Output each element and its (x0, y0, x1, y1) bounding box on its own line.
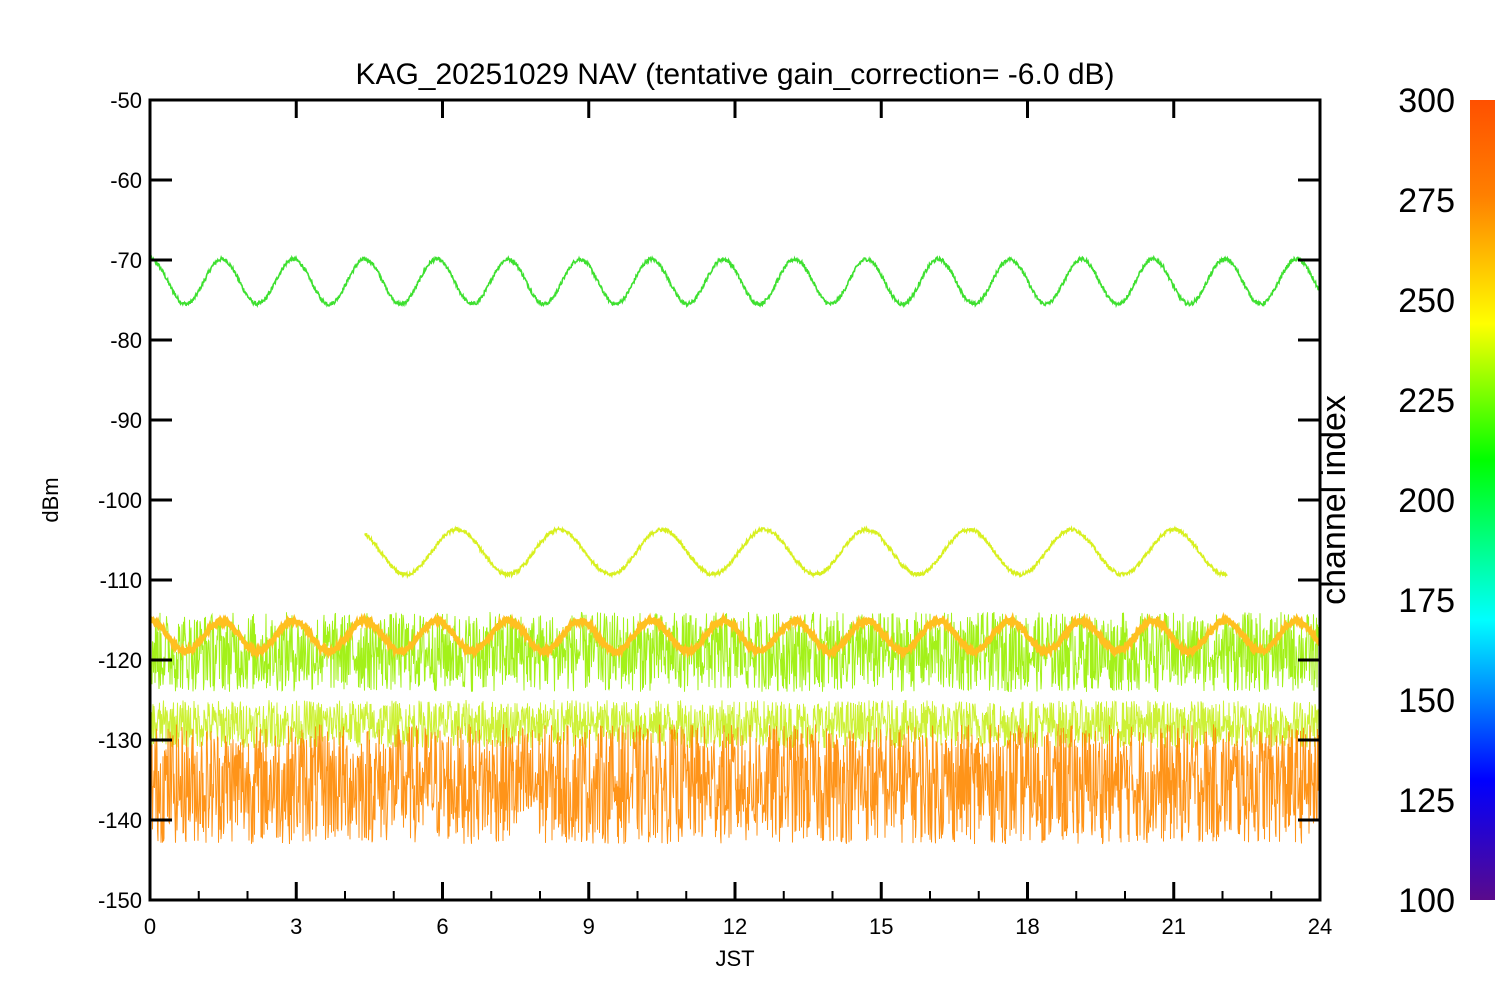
x-tick-label: 18 (1015, 914, 1039, 939)
y-tick-label: -90 (110, 408, 142, 433)
axis-ticks: 0 3 6 9 12 15 18 21 24 -50 -60 -70 -80 -90 -100 -110 -12… (98, 88, 1332, 939)
series-1 (364, 525, 1228, 580)
colorbar-tick-label: 125 (1398, 782, 1455, 820)
series-line (150, 254, 1320, 309)
series-line (150, 611, 1320, 661)
y-tick-label: -70 (110, 248, 142, 273)
colorbar (1470, 100, 1495, 900)
colorbar-tick-label: 275 (1398, 182, 1455, 220)
series-noise (150, 699, 1320, 749)
y-tick-label: -140 (98, 808, 142, 833)
x-tick-label: 24 (1308, 914, 1332, 939)
y-tick-label: -60 (110, 168, 142, 193)
series-5 (150, 723, 1320, 845)
x-axis-title: JST (715, 946, 754, 971)
plot-area (150, 254, 1320, 845)
x-tick-label: 15 (869, 914, 893, 939)
y-tick-label: -100 (98, 488, 142, 513)
y-tick-label: -50 (110, 88, 142, 113)
x-tick-label: 21 (1162, 914, 1186, 939)
colorbar-tick-label: 100 (1398, 882, 1455, 920)
x-tick-label: 0 (144, 914, 156, 939)
colorbar-tick-label: 200 (1398, 482, 1455, 520)
y-tick-label: -80 (110, 328, 142, 353)
x-tick-label: 6 (436, 914, 448, 939)
y-tick-label: -110 (100, 568, 142, 593)
colorbar-ticks: 300 275 250 225 200 175 150 125 100 (1398, 82, 1455, 920)
colorbar-title: channel index (1315, 395, 1353, 605)
series-0 (150, 254, 1320, 309)
series-line (364, 525, 1228, 580)
series-2 (150, 611, 1320, 661)
y-tick-label: -150 (98, 888, 142, 913)
series-4 (150, 699, 1320, 749)
colorbar-tick-label: 250 (1398, 282, 1455, 320)
series-noise (150, 723, 1320, 845)
chart-title: KAG_20251029 NAV (tentative gain_correct… (355, 58, 1114, 91)
x-tick-label: 3 (290, 914, 302, 939)
x-tick-label: 12 (723, 914, 747, 939)
colorbar-tick-label: 300 (1398, 82, 1455, 120)
y-axis-title: dBm (38, 477, 63, 522)
colorbar-tick-label: 225 (1398, 382, 1455, 420)
y-tick-label: -120 (98, 648, 142, 673)
x-tick-label: 9 (583, 914, 595, 939)
y-tick-label: -130 (98, 728, 142, 753)
colorbar-tick-label: 175 (1398, 582, 1455, 620)
colorbar-tick-label: 150 (1398, 682, 1455, 720)
